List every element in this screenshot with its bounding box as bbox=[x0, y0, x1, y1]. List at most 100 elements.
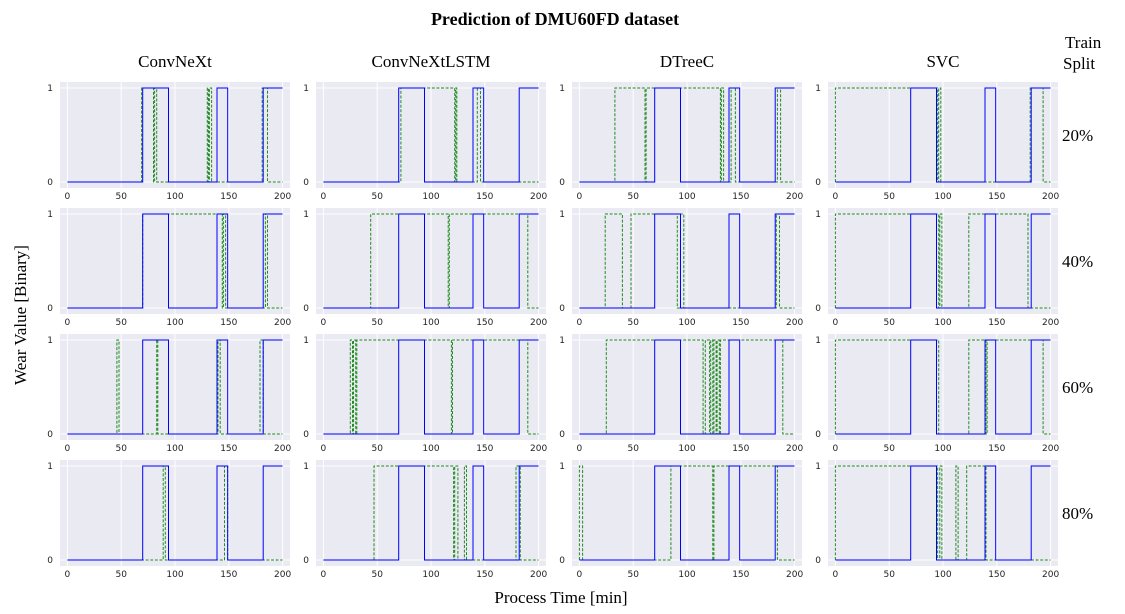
x-tick-label: 0 bbox=[65, 192, 71, 202]
x-tick-label: 200 bbox=[1042, 444, 1059, 454]
y-tick-label: 1 bbox=[47, 84, 53, 94]
panel-svc-3: 0 50 100 150 200 0 1 bbox=[815, 334, 1059, 454]
x-tick-label: 150 bbox=[732, 570, 749, 580]
predicted-series-line bbox=[579, 213, 795, 309]
true-series-line bbox=[323, 339, 539, 435]
predicted-series-line bbox=[834, 465, 1051, 561]
x-tick-label: 0 bbox=[833, 192, 839, 202]
x-tick-label: 200 bbox=[274, 318, 291, 328]
true-series-line bbox=[67, 465, 283, 561]
x-tick-label: 50 bbox=[883, 192, 895, 202]
x-tick-label: 100 bbox=[934, 192, 951, 202]
x-tick-label: 100 bbox=[166, 444, 183, 454]
true-series-line bbox=[579, 87, 795, 183]
row-label-2: 40% bbox=[1062, 252, 1093, 271]
true-series-line bbox=[323, 213, 539, 309]
true-series-line bbox=[323, 87, 539, 183]
panel-convnextlstm-1: 0 50 100 150 200 0 1 bbox=[303, 82, 547, 202]
x-tick-label: 100 bbox=[678, 318, 695, 328]
y-tick-label: 1 bbox=[559, 336, 565, 346]
panel-convnext-2: 0 50 100 150 200 0 1 bbox=[47, 208, 291, 328]
x-tick-label: 0 bbox=[577, 570, 583, 580]
row-label-4: 80% bbox=[1062, 504, 1093, 523]
y-tick-label: 1 bbox=[303, 210, 309, 220]
x-tick-label: 100 bbox=[166, 318, 183, 328]
predicted-series-line bbox=[67, 339, 283, 435]
row-labels: 20% 40% 60% 80% bbox=[1062, 126, 1093, 523]
x-tick-label: 50 bbox=[883, 444, 895, 454]
x-tick-label: 50 bbox=[627, 570, 639, 580]
x-tick-label: 150 bbox=[988, 444, 1005, 454]
x-tick-label: 100 bbox=[422, 318, 439, 328]
x-tick-label: 150 bbox=[476, 444, 493, 454]
x-tick-label: 150 bbox=[732, 318, 749, 328]
x-tick-label: 0 bbox=[321, 570, 327, 580]
x-tick-label: 150 bbox=[988, 318, 1005, 328]
x-tick-label: 200 bbox=[786, 444, 803, 454]
y-tick-label: 0 bbox=[815, 556, 821, 566]
x-tick-label: 50 bbox=[627, 192, 639, 202]
column-titles: ConvNeXt ConvNeXtLSTM DTreeC SVC bbox=[138, 52, 959, 71]
x-tick-label: 200 bbox=[786, 192, 803, 202]
x-tick-label: 0 bbox=[321, 318, 327, 328]
x-tick-label: 200 bbox=[530, 444, 547, 454]
x-tick-label: 50 bbox=[115, 318, 127, 328]
y-tick-label: 1 bbox=[559, 210, 565, 220]
true-series-line bbox=[67, 87, 283, 183]
panel-dtreec-3: 0 50 100 150 200 0 1 bbox=[559, 334, 803, 454]
x-tick-label: 0 bbox=[321, 192, 327, 202]
panel-dtreec-1: 0 50 100 150 200 0 1 bbox=[559, 82, 803, 202]
row-label-3: 60% bbox=[1062, 378, 1093, 397]
x-tick-label: 150 bbox=[476, 318, 493, 328]
y-tick-label: 1 bbox=[815, 84, 821, 94]
row-header-line-1: Train bbox=[1065, 33, 1102, 52]
x-tick-label: 200 bbox=[786, 318, 803, 328]
y-tick-label: 0 bbox=[303, 178, 309, 188]
true-series-line bbox=[835, 465, 1051, 561]
panel-convnext-3: 0 50 100 150 200 0 1 bbox=[47, 334, 291, 454]
x-tick-label: 200 bbox=[786, 570, 803, 580]
row-header-line-2: Split bbox=[1063, 54, 1095, 73]
x-tick-label: 100 bbox=[422, 570, 439, 580]
x-tick-label: 0 bbox=[577, 444, 583, 454]
x-axis-label: Process Time [min] bbox=[494, 588, 627, 607]
y-tick-label: 1 bbox=[559, 84, 565, 94]
x-tick-label: 200 bbox=[1042, 192, 1059, 202]
x-tick-label: 100 bbox=[166, 192, 183, 202]
panel-dtreec-2: 0 50 100 150 200 0 1 bbox=[559, 208, 803, 328]
x-tick-label: 100 bbox=[934, 444, 951, 454]
true-series-line bbox=[579, 339, 795, 435]
y-tick-label: 0 bbox=[303, 430, 309, 440]
x-tick-label: 50 bbox=[115, 444, 127, 454]
y-tick-label: 0 bbox=[303, 556, 309, 566]
figure-title: Prediction of DMU60FD dataset bbox=[431, 9, 679, 29]
x-tick-label: 150 bbox=[220, 570, 237, 580]
x-tick-label: 0 bbox=[833, 570, 839, 580]
x-tick-label: 150 bbox=[476, 570, 493, 580]
panel-svc-1: 0 50 100 150 200 0 1 bbox=[815, 82, 1059, 202]
row-label-1: 20% bbox=[1062, 126, 1093, 145]
x-tick-label: 150 bbox=[476, 192, 493, 202]
x-tick-label: 200 bbox=[1042, 318, 1059, 328]
panel-convnextlstm-2: 0 50 100 150 200 0 1 bbox=[303, 208, 547, 328]
x-tick-label: 100 bbox=[934, 318, 951, 328]
y-tick-label: 1 bbox=[47, 210, 53, 220]
y-tick-label: 1 bbox=[815, 210, 821, 220]
y-tick-label: 0 bbox=[815, 304, 821, 314]
y-tick-label: 0 bbox=[815, 178, 821, 188]
x-tick-label: 50 bbox=[371, 192, 383, 202]
x-tick-label: 100 bbox=[934, 570, 951, 580]
true-series-line bbox=[835, 339, 1051, 435]
x-tick-label: 50 bbox=[883, 318, 895, 328]
x-tick-label: 50 bbox=[115, 192, 127, 202]
true-series-line bbox=[67, 213, 283, 309]
column-title-svc: SVC bbox=[926, 52, 959, 71]
panel-convnextlstm-3: 0 50 100 150 200 0 1 bbox=[303, 334, 547, 454]
x-tick-label: 50 bbox=[627, 318, 639, 328]
x-tick-label: 50 bbox=[371, 318, 383, 328]
y-tick-label: 1 bbox=[47, 462, 53, 472]
x-tick-label: 200 bbox=[1042, 570, 1059, 580]
y-tick-label: 1 bbox=[815, 336, 821, 346]
